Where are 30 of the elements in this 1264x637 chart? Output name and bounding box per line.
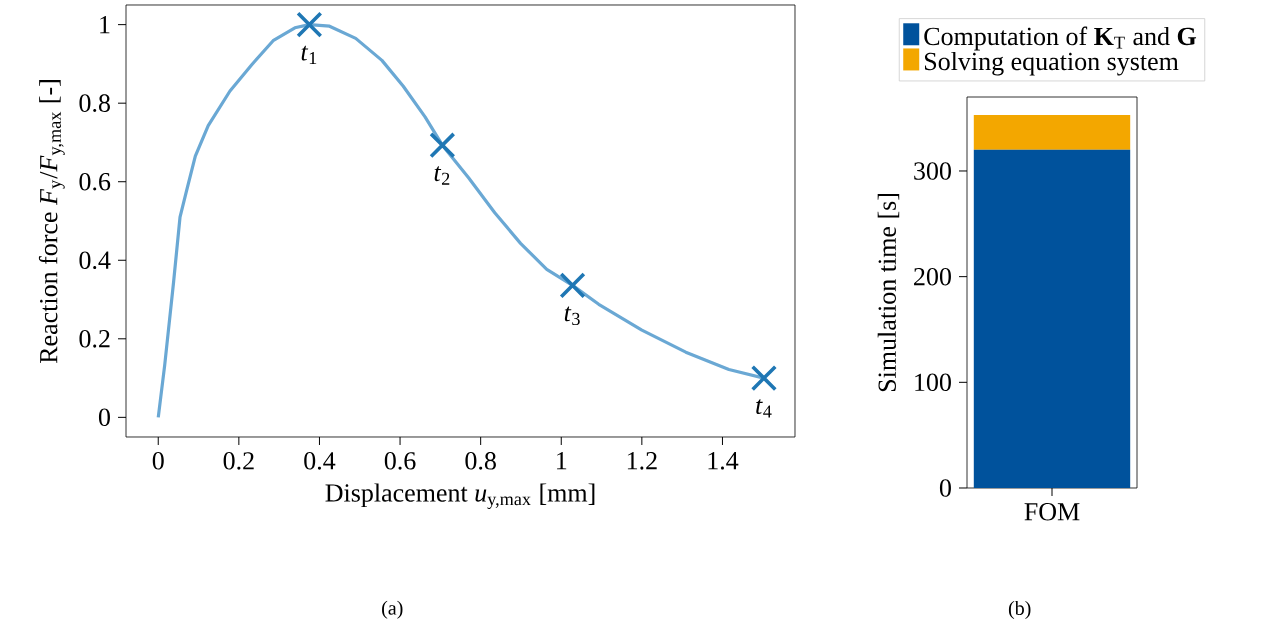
x-tick-label: 1.4 <box>708 452 739 470</box>
y-tick-label: 0 <box>939 479 951 497</box>
annotation: t$_{3}$ <box>564 306 580 326</box>
y-tick-label: 200 <box>914 267 951 286</box>
y-tick-label: 0.8 <box>79 94 110 113</box>
x-tick-label: 0.8 <box>465 452 496 470</box>
legend-label: Solving equation system <box>924 51 1179 76</box>
y-tick-label: 0 <box>98 408 110 427</box>
y-tick-label: 0.4 <box>79 251 111 270</box>
text: (b) <box>1008 600 1031 620</box>
x-axis-title: Displacement u$_{y,max}$ [mm] <box>325 483 595 510</box>
y-axis-title: Reaction force F$_{y}$/F$_{y,max}$ [-] <box>38 80 65 364</box>
x-tick-label: 0.4 <box>304 452 336 470</box>
annotation: t$_{4}$ <box>756 399 772 418</box>
y-tick-label: 0.2 <box>79 329 110 348</box>
x-tick-label: 0.2 <box>223 452 254 470</box>
legend-label: Computation of K$_{T}$ and G <box>924 26 1197 51</box>
x-tick-label: 1 <box>557 452 567 470</box>
x-tick-label: 1.2 <box>627 452 657 470</box>
y-axis-title: Simulation time [s] <box>877 194 900 392</box>
annotation: t$_{2}$ <box>434 166 450 185</box>
annotation: t$_{1}$ <box>301 45 317 65</box>
y-tick-label: 0.6 <box>79 172 111 191</box>
x-tick-label: FOM <box>1024 503 1080 521</box>
y-tick-label: 300 <box>914 162 951 180</box>
x-tick-label: 0.6 <box>384 452 416 470</box>
y-tick-label: 1 <box>100 16 110 34</box>
text: (a) <box>382 600 403 619</box>
y-tick-label: 100 <box>915 373 951 392</box>
x-tick-label: 0 <box>152 452 164 470</box>
